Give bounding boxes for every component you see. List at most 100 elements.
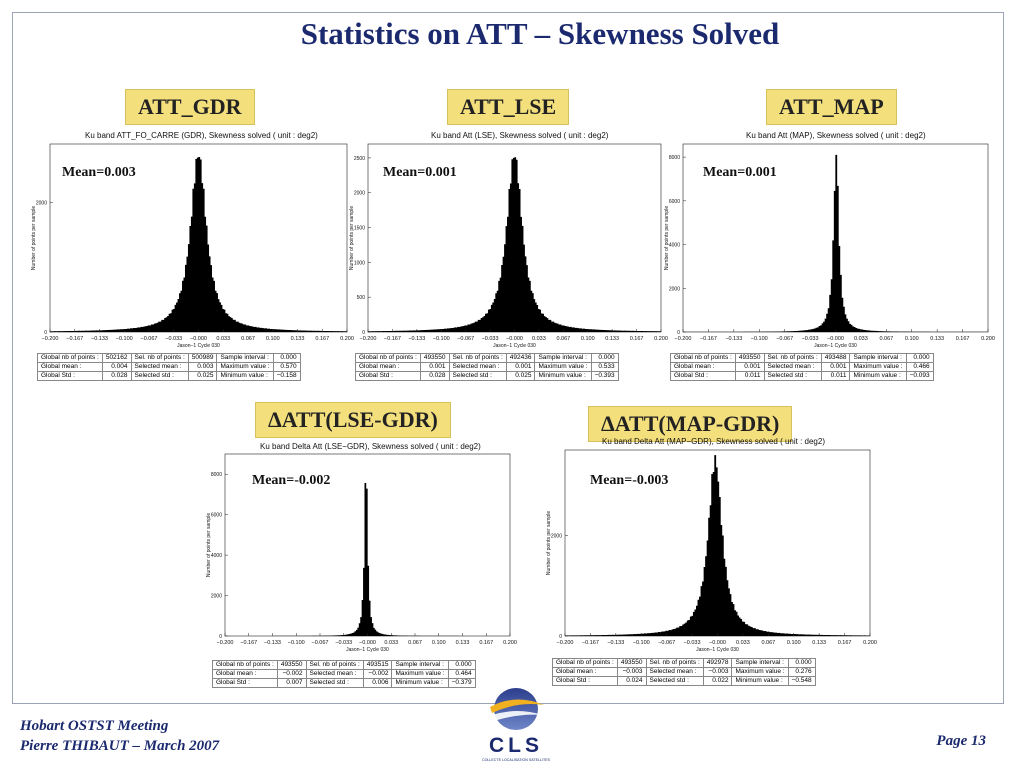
stats-label: Global mean : bbox=[212, 669, 278, 679]
stats-label: Minimum value : bbox=[216, 371, 274, 381]
tag-delta-map-gdr: ΔATT(MAP-GDR) bbox=[588, 406, 793, 442]
x-tick-label: 0.033 bbox=[736, 640, 750, 646]
x-tick-label: −0.000 bbox=[506, 336, 523, 342]
x-tick-label: −0.200 bbox=[360, 336, 377, 342]
y-tick-label: 1500 bbox=[354, 226, 365, 232]
y-axis-label: Number of points per sample bbox=[206, 513, 212, 577]
stats-value: −0.002 bbox=[362, 669, 393, 679]
stats-value: 502162 bbox=[101, 353, 132, 363]
plot-title: Ku band Att (LSE), Skewness solved ( uni… bbox=[431, 131, 609, 140]
x-tick-label: 0.133 bbox=[456, 640, 470, 646]
x-tick-label: −0.167 bbox=[240, 640, 257, 646]
x-tick-label: −0.000 bbox=[827, 336, 844, 342]
x-tick-label: 0.067 bbox=[241, 336, 255, 342]
stats-label: Global nb of points : bbox=[37, 353, 103, 363]
y-tick-label: 6000 bbox=[211, 513, 222, 519]
x-tick-label: 0.067 bbox=[408, 640, 422, 646]
x-tick-label: 0.067 bbox=[879, 336, 893, 342]
stats-value: 0.001 bbox=[505, 362, 536, 372]
y-tick-label: 8000 bbox=[211, 472, 222, 478]
stats-row: Global mean : −0.002 Selected mean : −0.002… bbox=[212, 669, 476, 679]
x-tick-label: 0.200 bbox=[981, 336, 995, 342]
stats-label: Global nb of points : bbox=[552, 658, 618, 668]
x-tick-label: 0.167 bbox=[630, 336, 644, 342]
stats-row: Global nb of points :493550 Sel. nb of po… bbox=[212, 660, 476, 670]
footer-line1: Hobart OSTST Meeting bbox=[20, 718, 169, 734]
mean-label: Mean=-0.003 bbox=[590, 473, 669, 488]
x-axis-label: Jason−1 Cycle 030 bbox=[696, 647, 739, 653]
stats-value: 0.570 bbox=[272, 362, 301, 372]
x-tick-label: 0.200 bbox=[863, 640, 877, 646]
x-tick-label: −0.133 bbox=[607, 640, 624, 646]
stats-row: Global Std :0.028 Selected std :0.025 Mini… bbox=[37, 371, 301, 381]
stats-label: Global Std : bbox=[552, 676, 618, 686]
histogram-svg: −0.200 −0.167 −0.133 −0.100 −0.067 −0.033 −0.0… bbox=[206, 453, 517, 653]
x-tick-label: −0.133 bbox=[725, 336, 742, 342]
x-tick-label: −0.033 bbox=[802, 336, 819, 342]
tag-att-lse: ATT_LSE bbox=[447, 89, 570, 125]
x-tick-label: −0.200 bbox=[217, 640, 234, 646]
stats-label: Maximum value : bbox=[731, 667, 789, 677]
stats-label: Selected mean : bbox=[448, 362, 507, 372]
cls-logo-icon: CLS COLLECTE LOCALISATION SATELLITES bbox=[482, 688, 551, 762]
stats-label: Minimum value : bbox=[391, 678, 449, 688]
x-tick-label: 0.133 bbox=[930, 336, 944, 342]
x-tick-label: −0.067 bbox=[141, 336, 158, 342]
x-tick-label: 0.100 bbox=[432, 640, 446, 646]
y-tick-label: 0 bbox=[219, 634, 222, 640]
stats-label: Global Std : bbox=[355, 371, 421, 381]
y-tick-label: 0 bbox=[677, 330, 680, 336]
x-tick-label: 0.133 bbox=[291, 336, 305, 342]
stats-value: 493488 bbox=[820, 353, 851, 363]
stats-table: Global nb of points :502162 Sel. nb of po… bbox=[37, 353, 301, 381]
stats-value: 0.000 bbox=[447, 660, 476, 670]
stats-table: Global nb of points :493550 Sel. nb of po… bbox=[552, 658, 816, 686]
x-tick-label: −0.067 bbox=[776, 336, 793, 342]
x-tick-label: 0.100 bbox=[266, 336, 280, 342]
x-tick-label: −0.200 bbox=[557, 640, 574, 646]
stats-value: 0.000 bbox=[905, 353, 934, 363]
x-tick-label: −0.067 bbox=[312, 640, 329, 646]
stats-label: Sample interval : bbox=[849, 353, 907, 363]
x-tick-label: −0.167 bbox=[66, 336, 83, 342]
stats-row: Global mean :0.001 Selected mean :0.001 Ma… bbox=[355, 362, 619, 372]
x-tick-label: −0.200 bbox=[675, 336, 692, 342]
stats-value: −0.158 bbox=[272, 371, 301, 381]
histogram-att-lse: Ku band Att (LSE), Skewness solved ( uni… bbox=[343, 130, 668, 381]
stats-value: 0.028 bbox=[101, 371, 132, 381]
stats-value: 0.001 bbox=[419, 362, 450, 372]
logo-subtext: COLLECTE LOCALISATION SATELLITES bbox=[482, 758, 551, 762]
stats-label: Maximum value : bbox=[391, 669, 449, 679]
y-tick-label: 6000 bbox=[669, 199, 680, 205]
stats-value: 493550 bbox=[419, 353, 450, 363]
y-axis-label: Number of points per sample bbox=[31, 206, 37, 270]
x-tick-label: 0.033 bbox=[384, 640, 398, 646]
x-tick-label: 0.167 bbox=[479, 640, 493, 646]
stats-value: −0.003 bbox=[616, 667, 647, 677]
x-tick-label: 0.033 bbox=[532, 336, 546, 342]
stats-value: −0.548 bbox=[787, 676, 816, 686]
stats-row: Global mean : −0.003 Selected mean : −0.003… bbox=[552, 667, 816, 677]
x-tick-label: −0.100 bbox=[116, 336, 133, 342]
stats-value: 0.001 bbox=[734, 362, 765, 372]
y-tick-label: 500 bbox=[357, 295, 366, 301]
stats-label: Sample interval : bbox=[731, 658, 789, 668]
x-tick-label: −0.033 bbox=[482, 336, 499, 342]
x-tick-label: 0.167 bbox=[838, 640, 852, 646]
stats-label: Global nb of points : bbox=[670, 353, 736, 363]
x-tick-label: 0.200 bbox=[654, 336, 668, 342]
histogram-att-gdr: Ku band ATT_FO_CARRE (GDR), Skewness sol… bbox=[25, 130, 354, 381]
stats-value: 0.022 bbox=[702, 676, 733, 686]
histogram-svg: −0.200 −0.167 −0.133 −0.100 −0.067 −0.033 −0.0… bbox=[664, 143, 995, 349]
x-tick-label: −0.033 bbox=[165, 336, 182, 342]
stats-row: Global Std :0.024 Selected std :0.022 Mini… bbox=[552, 676, 816, 686]
stats-value: −0.393 bbox=[590, 371, 619, 381]
x-tick-label: −0.000 bbox=[190, 336, 207, 342]
stats-table: Global nb of points :493550 Sel. nb of po… bbox=[670, 353, 934, 381]
x-tick-label: 0.100 bbox=[905, 336, 919, 342]
x-tick-label: −0.133 bbox=[408, 336, 425, 342]
stats-label: Sel. nb of points : bbox=[448, 353, 507, 363]
stats-value: 0.025 bbox=[505, 371, 536, 381]
stats-value: −0.002 bbox=[276, 669, 307, 679]
footer-line2: Pierre THIBAUT – March 2007 bbox=[20, 738, 220, 754]
